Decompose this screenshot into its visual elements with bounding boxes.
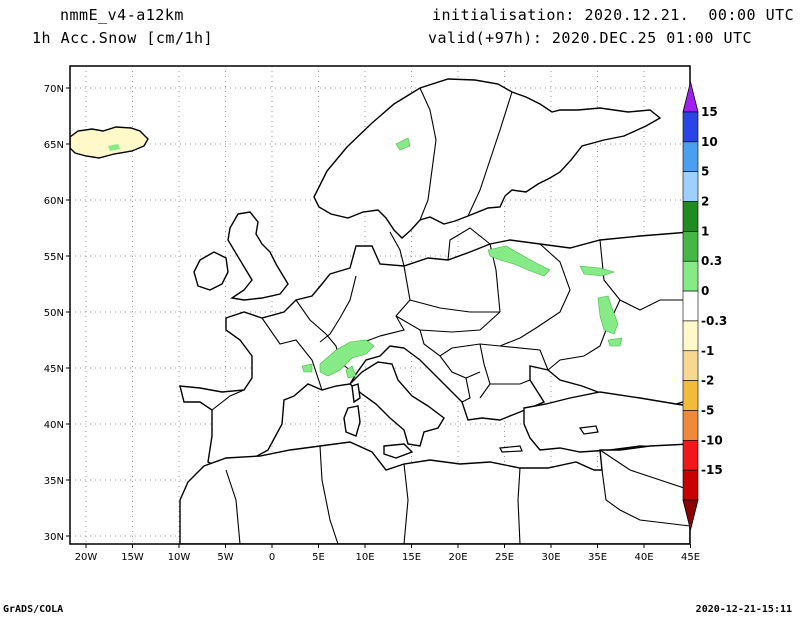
colorbar-label: -2 [701,374,714,388]
great-britain [227,211,289,301]
lat-tick-label: 35N [44,476,64,487]
colorbar-label: -15 [701,463,723,477]
italy [348,361,445,447]
colorbar-swatch [682,440,699,471]
sardinia [343,405,361,437]
lat-tick-label: 40N [44,420,64,431]
colorbar-bottom-arrow [682,499,699,531]
valid-time: valid(+97h): 2020.DEC.25 01:00 UTC [428,29,753,47]
lon-tick-label: 25E [495,552,514,563]
colorbar-label: 1 [701,224,709,238]
lat-tick-label: 45N [44,364,64,375]
iceland [70,126,149,159]
colorbar-swatch [682,320,699,352]
scandinavia [313,78,662,239]
lon-tick-label: 30E [541,552,560,563]
colorbar-swatch [682,141,699,172]
colorbar-swatch [682,260,699,292]
render-timestamp: 2020-12-21-15:11 [695,604,792,615]
lon-tick-label: 15E [402,552,421,563]
colorbar: 15 10 5 2 1 0.3 0 -0.3 -1 -2 -5 -10 -15 [682,81,727,531]
cyprus [578,425,599,435]
lat-tick-label: 30N [44,532,64,543]
snow-patches [301,137,623,379]
lat-tick-label: 70N [44,84,64,95]
lon-tick-label: 15W [121,552,144,563]
lon-tick-label: 5E [312,552,325,563]
colorbar-swatch [682,410,699,441]
colorbar-label: 5 [701,165,709,179]
colorbar-swatch [682,469,699,501]
colorbar-swatch [682,201,699,232]
lat-tick-label: 50N [44,308,64,319]
colorbar-label: 2 [701,195,709,209]
colorbar-label: -10 [701,433,723,447]
lon-tick-label: 35E [588,552,607,563]
lon-tick-label: 45E [681,552,700,563]
model-title: nmmE_v4-a12km [60,6,184,24]
corsica [351,383,361,404]
colorbar-label: 0 [701,284,709,298]
field-title: 1h Acc.Snow [cm/1h] [32,29,214,47]
colorbar-label: 0.3 [701,254,722,268]
lon-tick-label: 10W [168,552,191,563]
iceland-snow-patch [108,144,120,151]
colorbar-label: -1 [701,344,714,358]
lat-axis-labels: 70N 65N 60N 55N 50N 45N 40N 35N 30N [44,84,70,543]
lat-tick-label: 55N [44,252,64,263]
sicily [383,443,414,459]
colorbar-label: 10 [701,135,718,149]
lat-tick-label: 60N [44,196,64,207]
ireland [193,251,229,291]
lon-tick-label: 40E [634,552,653,563]
colorbar-swatch [682,111,699,143]
colorbar-swatch [682,290,699,322]
lon-tick-label: 20W [75,552,98,563]
lon-tick-label: 0 [269,552,275,563]
crete [499,445,523,453]
colorbar-swatch [682,171,699,202]
colorbar-label: 15 [701,105,718,119]
colorbar-swatch [682,231,699,262]
colorbar-swatch [682,380,699,411]
software-credit: GrADS/COLA [3,604,64,615]
map-land [70,78,690,544]
init-time: initialisation: 2020.12.21. 00:00 UTC [432,6,795,24]
north-africa [179,441,690,544]
colorbar-label: -5 [701,403,714,417]
lon-tick-label: 10E [355,552,374,563]
lon-tick-label: 5W [217,552,233,563]
lon-tick-label: 20E [448,552,467,563]
country-borders [211,87,690,544]
colorbar-swatch [682,350,699,381]
colorbar-top-arrow [682,81,699,113]
lat-tick-label: 65N [44,140,64,151]
colorbar-label: -0.3 [701,314,727,328]
lon-axis-labels: 20W 15W 10W 5W 0 5E 10E 15E 20E 25E 30E 35E 40E 45E [75,544,700,563]
